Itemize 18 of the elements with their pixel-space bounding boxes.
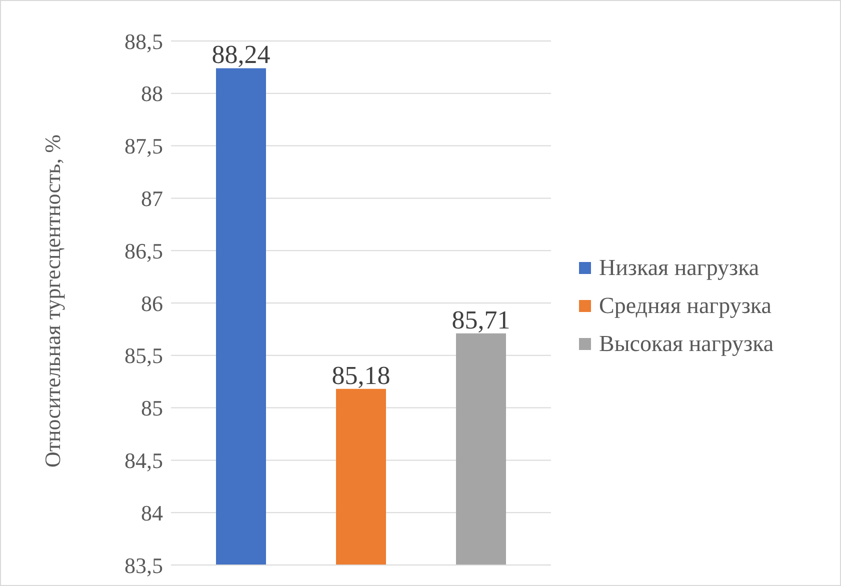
y-tick-label: 85,5 [124,343,163,368]
y-tick-label: 87 [141,186,163,212]
y-tick-label: 84,5 [124,448,163,474]
data-label: 85,71 [452,305,510,334]
data-label: 85,18 [332,360,390,390]
y-tick-label: 86,5 [124,238,163,264]
legend-label: Низкая нагрузка [599,255,760,281]
y-tick-label: 85 [141,396,163,421]
y-tick-label: 84 [141,500,163,526]
y-tick-label: 88 [141,81,163,106]
y-tick-label: 83,5 [124,552,163,578]
y-tick-label: 87,5 [124,134,163,159]
y-axis-title: Относительная тургесцентность, % [40,133,66,470]
y-tick-label: 86 [141,290,163,316]
legend-label: Высокая нагрузка [599,331,774,357]
y-tick-label: 88,5 [124,28,163,54]
data-label: 88,24 [212,40,270,70]
legend-label: Средняя нагрузка [599,293,772,319]
